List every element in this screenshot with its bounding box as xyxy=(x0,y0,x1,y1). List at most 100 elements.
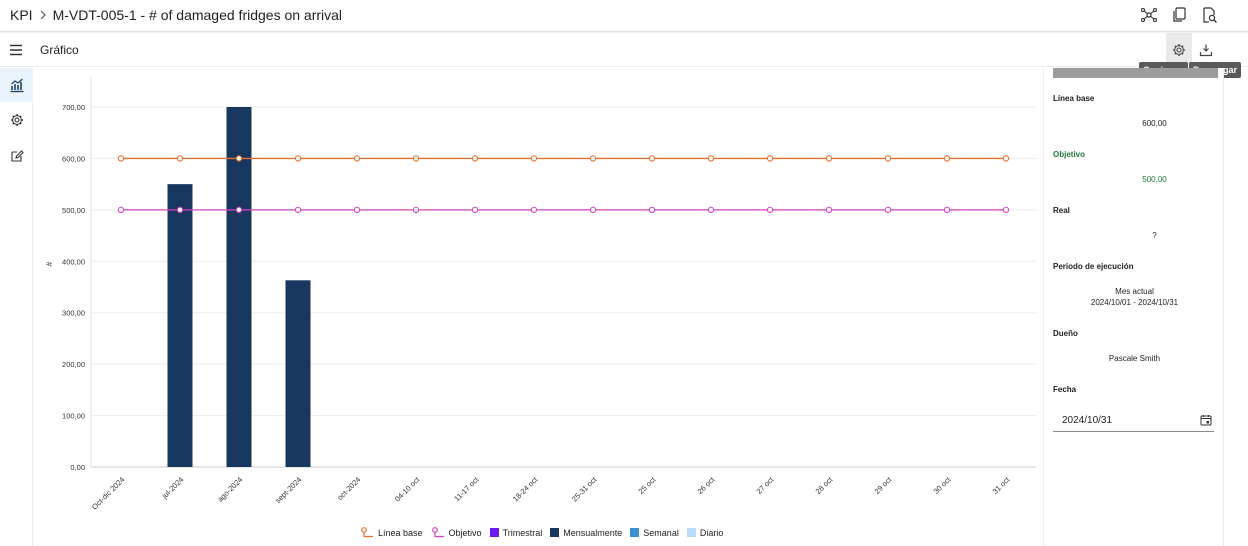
line-point xyxy=(884,206,892,214)
breadcrumb: KPI M-VDT-005-1 - # of damaged fridges o… xyxy=(10,7,342,23)
options-button[interactable] xyxy=(1166,33,1192,66)
line-point xyxy=(943,155,951,162)
chevron-right-icon xyxy=(40,10,46,20)
legend-item-baseline[interactable]: Línea base xyxy=(360,527,423,538)
chart-icon xyxy=(10,78,23,93)
date-label: Fecha xyxy=(1053,385,1077,394)
legend-swatch xyxy=(489,528,499,537)
bar xyxy=(167,184,193,467)
y-tick-label: 100,00 xyxy=(62,412,85,421)
y-tick-label: 600,00 xyxy=(62,154,85,163)
download-button[interactable] xyxy=(1194,33,1218,66)
target-label: Objetivo xyxy=(1053,150,1086,159)
x-tick-label: 30 oct xyxy=(932,474,953,495)
x-tick-label: Oct-dic 2024 xyxy=(90,475,126,511)
x-tick-label: jul-2024 xyxy=(159,475,185,501)
line-point xyxy=(825,155,833,162)
y-tick-label: 400,00 xyxy=(62,257,85,266)
legend-line-marker-icon xyxy=(361,527,373,538)
legend-item-weekly[interactable]: Semanal xyxy=(630,528,679,538)
line-point xyxy=(294,155,302,162)
line-point xyxy=(235,155,243,162)
line-point xyxy=(589,206,597,214)
x-tick-label: 11-17 oct xyxy=(452,474,481,503)
owner-value: Pascale Smith xyxy=(1108,354,1161,363)
legend-swatch xyxy=(686,528,696,537)
x-tick-label: oct-2024 xyxy=(335,475,362,502)
line-point xyxy=(648,155,656,162)
line-point xyxy=(353,206,361,214)
x-tick-label: 26 oct xyxy=(696,474,717,495)
actual-value: ? xyxy=(1152,231,1157,240)
y-tick-label: 0,00 xyxy=(70,463,85,472)
x-tick-label: 31 oct xyxy=(991,474,1012,495)
panel-progress-bar xyxy=(1053,68,1218,78)
legend-swatch xyxy=(630,528,640,537)
line-point xyxy=(1002,155,1010,162)
kpi-chart: #0,00 100,00 200,00 300,00 400,00 500,00 600,0… xyxy=(45,77,1036,511)
period-name: Mes actual xyxy=(1115,287,1154,296)
legend-line-marker-icon xyxy=(431,527,444,538)
breadcrumb-root[interactable]: KPI xyxy=(10,7,33,23)
line-point xyxy=(176,206,184,214)
line-point xyxy=(943,206,951,214)
line-point xyxy=(294,206,302,214)
network-icon[interactable] xyxy=(1140,6,1158,24)
document-search-icon[interactable] xyxy=(1200,6,1218,24)
line-point xyxy=(707,155,715,162)
actual-label: Real xyxy=(1053,206,1070,215)
line-point xyxy=(353,155,361,162)
x-tick-label: 25-31 oct xyxy=(570,474,599,503)
rail-item-edit[interactable] xyxy=(0,139,33,173)
top-header: KPI M-VDT-005-1 - # of damaged fridges o… xyxy=(0,0,1248,32)
top-actions xyxy=(1140,6,1218,24)
line-point xyxy=(235,206,243,214)
x-tick-label: 25 oct xyxy=(637,474,658,495)
y-axis-label: # xyxy=(45,261,54,266)
copy-icon[interactable] xyxy=(1170,6,1188,24)
date-value: 2024/10/31 xyxy=(1062,415,1113,426)
y-tick-label: 300,00 xyxy=(62,309,85,318)
x-tick-label: sept-2024 xyxy=(273,475,303,505)
line-point xyxy=(766,206,774,214)
chart-area: #0,00 100,00 200,00 300,00 400,00 500,00 600,0… xyxy=(34,68,1042,546)
section-title: Gráfico xyxy=(40,43,79,57)
line-point xyxy=(530,206,538,214)
line-point xyxy=(412,155,420,162)
legend-label: Mensualmente xyxy=(563,527,623,538)
download-icon xyxy=(1199,44,1213,56)
line-point xyxy=(412,206,420,214)
legend-label: Trimestral xyxy=(502,527,543,538)
baseline-value: 600,00 xyxy=(1142,119,1167,128)
sub-header: Gráfico xyxy=(0,33,1248,67)
line-point xyxy=(176,155,184,162)
legend-item-daily[interactable]: Diario xyxy=(686,527,724,538)
legend-item-quarterly[interactable]: Trimestral xyxy=(489,527,543,538)
hamburger-menu-icon[interactable] xyxy=(8,42,24,58)
x-tick-label: 18-24 oct xyxy=(511,474,540,503)
target-value: 500,00 xyxy=(1142,175,1167,184)
date-input[interactable]: 2024/10/31 xyxy=(1053,408,1214,432)
legend-label: Objetivo xyxy=(448,527,482,538)
legend-label: Línea base xyxy=(378,527,423,538)
period-range: 2024/10/01 - 2024/10/31 xyxy=(1090,298,1179,307)
x-tick-label: 28 oct xyxy=(814,474,835,495)
bar xyxy=(226,107,252,467)
rail-item-settings[interactable] xyxy=(0,103,33,137)
chart-legend: Línea base Objetivo Trimestral Mensualme… xyxy=(360,527,723,538)
rail-item-chart[interactable] xyxy=(0,68,33,102)
baseline-label: Línea base xyxy=(1053,94,1095,103)
legend-item-target[interactable]: Objetivo xyxy=(431,527,482,538)
y-tick-label: 700,00 xyxy=(62,103,85,112)
x-tick-label: 29 oct xyxy=(873,474,894,495)
x-tick-label: ago-2024 xyxy=(216,475,245,504)
gear-icon xyxy=(10,114,23,126)
legend-label: Diario xyxy=(699,527,724,538)
line-point xyxy=(471,206,479,214)
owner-label: Dueño xyxy=(1053,329,1078,338)
line-point xyxy=(648,206,656,214)
calendar-icon[interactable] xyxy=(1200,414,1212,426)
legend-item-monthly[interactable]: Mensualmente xyxy=(550,528,622,538)
y-tick-label: 500,00 xyxy=(62,206,85,215)
y-tick-label: 200,00 xyxy=(62,360,85,369)
